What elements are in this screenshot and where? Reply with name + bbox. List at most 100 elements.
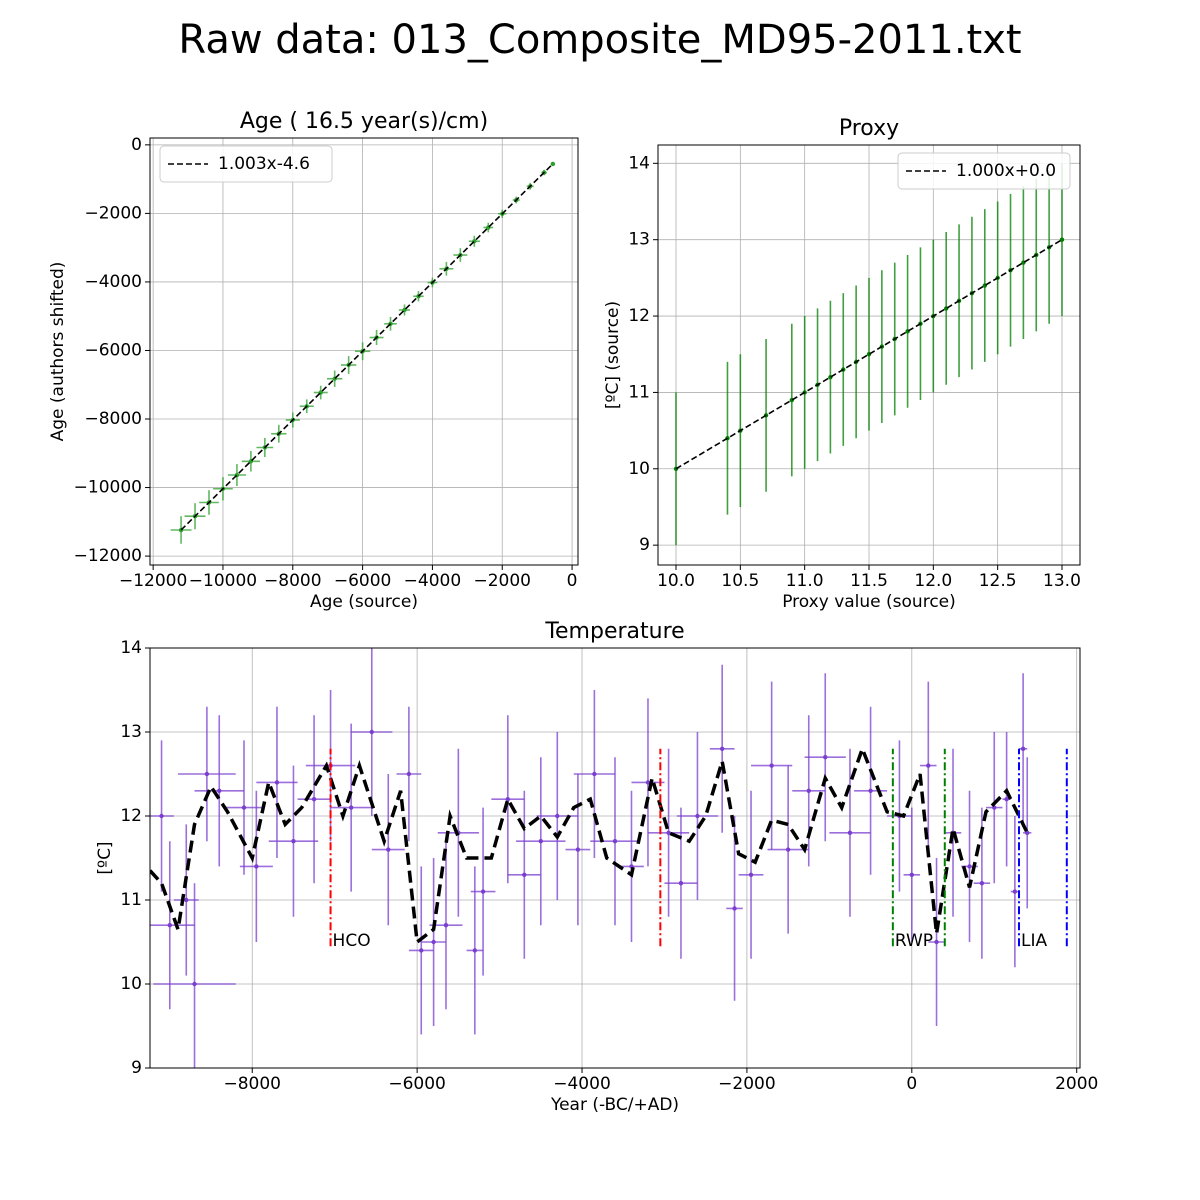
legend-label: 1.003x-4.6 [218, 154, 310, 174]
x-tick-label: −6000 [334, 571, 392, 591]
point [159, 813, 164, 819]
x-tick-label: −10000 [189, 571, 257, 591]
point [443, 923, 449, 928]
x-tick-label: 2000 [1055, 1074, 1098, 1094]
point [241, 805, 247, 810]
point [1020, 746, 1026, 751]
y-tick-label: 9 [639, 535, 650, 555]
x-tick-label: −8000 [264, 571, 322, 591]
y-tick-label: −2000 [84, 203, 142, 223]
x-tick-label: 0 [906, 1074, 917, 1094]
y-tick-label: 14 [120, 638, 142, 658]
y-tick-label: 10 [120, 974, 142, 994]
y-tick-label: 10 [628, 459, 650, 479]
y-tick-label: −4000 [84, 272, 142, 292]
point [868, 788, 873, 793]
point [274, 780, 280, 785]
axes-frame [149, 137, 579, 566]
point [695, 813, 700, 819]
point [386, 847, 391, 852]
point [311, 797, 317, 802]
point [926, 763, 931, 768]
x-tick-label: −4000 [553, 1074, 611, 1094]
legend-label: 1.000x+0.0 [956, 161, 1056, 181]
axes-title: Age ( 16.5 year(s)/cm) [240, 109, 488, 134]
point [550, 161, 556, 167]
event-label: LIA [1021, 931, 1047, 951]
point [522, 872, 527, 877]
axes-title: Proxy [839, 116, 899, 141]
x-tick-label: 13.0 [1043, 571, 1081, 591]
point [769, 763, 774, 768]
point [192, 981, 197, 987]
x-axis-label: Proxy value (source) [782, 592, 956, 612]
point [480, 889, 486, 894]
point [612, 839, 618, 844]
y-tick-label: 12 [628, 306, 650, 326]
x-tick-label: 10.5 [721, 571, 759, 591]
point [678, 881, 684, 886]
point [184, 897, 189, 903]
point [406, 771, 412, 777]
y-tick-label: −8000 [84, 409, 142, 429]
y-axis-label: [ºC] (source) [603, 301, 623, 409]
point [291, 839, 296, 844]
x-tick-label: 11.0 [786, 571, 824, 591]
x-axis-label: Year (-BC/+AD) [550, 1095, 679, 1115]
fit-line [180, 163, 554, 531]
y-tick-label: −12000 [74, 546, 142, 566]
fit-line [675, 239, 1063, 470]
point [167, 923, 172, 928]
point [666, 830, 671, 835]
point [748, 872, 754, 877]
legend-box [897, 152, 1071, 190]
x-tick-label: −8000 [223, 1074, 281, 1094]
x-tick-label: 10.0 [657, 571, 695, 591]
point [719, 746, 725, 751]
point [1004, 797, 1009, 802]
x-tick-label: −12000 [119, 571, 187, 591]
point [732, 906, 737, 911]
point [348, 805, 354, 810]
y-tick-label: 13 [628, 230, 650, 250]
y-tick-label: −6000 [84, 340, 142, 360]
point [505, 797, 511, 802]
point [419, 948, 424, 953]
point [645, 780, 651, 785]
point [785, 847, 791, 852]
point [934, 939, 939, 945]
x-tick-label: 12.0 [914, 571, 952, 591]
point [592, 771, 597, 777]
point [979, 881, 985, 886]
x-tick-label: 11.5 [850, 571, 888, 591]
point [967, 864, 972, 869]
y-tick-label: 0 [131, 135, 142, 155]
y-tick-label: −10000 [74, 478, 142, 498]
event-label: RWP [895, 931, 933, 951]
event-label: HCO [333, 931, 371, 951]
point [555, 813, 560, 819]
point [431, 939, 436, 945]
point [369, 729, 374, 735]
smoothed-line [150, 743, 1029, 946]
point [806, 788, 811, 793]
y-tick-label: 11 [120, 890, 142, 910]
point [254, 864, 259, 869]
point [1012, 889, 1018, 894]
y-tick-label: 12 [120, 806, 142, 826]
axes-frame [657, 144, 1081, 566]
y-axis-label: [ºC] [95, 841, 115, 874]
x-tick-label: −6000 [388, 1074, 446, 1094]
point [538, 839, 543, 844]
x-tick-label: −2000 [718, 1074, 776, 1094]
point [823, 755, 828, 760]
point [1025, 830, 1030, 835]
point [847, 830, 853, 835]
axes-title: Temperature [544, 619, 684, 644]
x-axis-label: Age (source) [310, 592, 418, 612]
x-tick-label: 0 [567, 571, 578, 591]
y-tick-label: 14 [628, 153, 650, 173]
legend-box [159, 145, 333, 183]
point [575, 847, 581, 852]
